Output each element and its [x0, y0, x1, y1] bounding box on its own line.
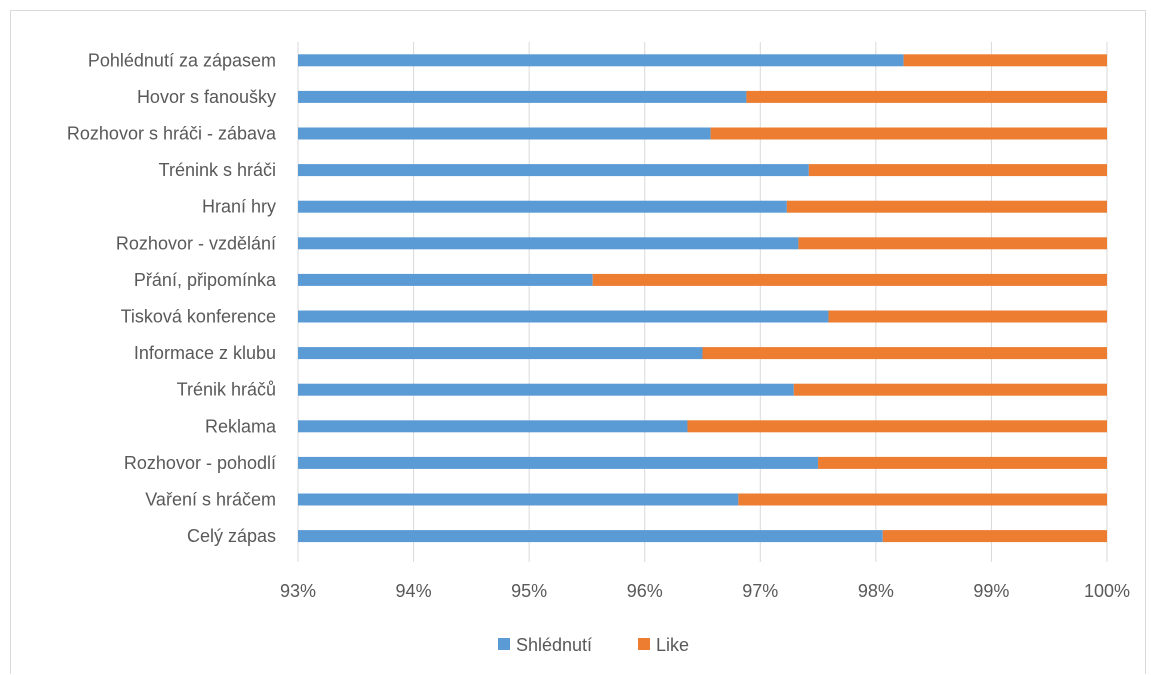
- category-label: Tisková konference: [121, 307, 276, 327]
- category-label: Hraní hry: [202, 197, 276, 217]
- x-tick-label: 100%: [1084, 581, 1130, 601]
- category-label: Přání, připomínka: [134, 270, 277, 290]
- category-label: Hovor s fanoušky: [137, 87, 276, 107]
- bar-shlednuti: [298, 164, 809, 177]
- category-labels: Pohlédnutí za zápasem Hovor s fanoušky Roz…: [67, 50, 277, 546]
- bar-shlednuti: [298, 420, 688, 433]
- bar-like: [592, 273, 1107, 286]
- x-tick-label: 93%: [280, 581, 316, 601]
- bar-like: [710, 127, 1107, 140]
- bar-shlednuti: [298, 54, 904, 67]
- x-tick-label: 96%: [627, 581, 663, 601]
- bar-like: [687, 420, 1107, 433]
- category-label: Rozhovor - pohodlí: [124, 453, 276, 473]
- gridlines: [297, 42, 1108, 562]
- bar-shlednuti: [298, 237, 799, 250]
- category-label: Trénik hráčů: [177, 380, 276, 400]
- bar-shlednuti: [298, 310, 829, 323]
- category-label: Informace z klubu: [134, 343, 276, 363]
- bar-like: [738, 493, 1107, 506]
- bar-shlednuti: [298, 383, 794, 396]
- category-label: Pohlédnutí za zápasem: [88, 50, 276, 70]
- bars: [298, 54, 1107, 543]
- legend-swatch-shledn: [498, 638, 510, 650]
- bar-like: [808, 164, 1107, 177]
- category-label: Trénink s hráči: [159, 160, 276, 180]
- category-label: Rozhovor s hráči - zábava: [67, 124, 277, 144]
- bar-like: [818, 456, 1107, 469]
- bar-shlednuti: [298, 90, 747, 103]
- bar-shlednuti: [298, 530, 883, 543]
- category-label: Rozhovor - vzdělání: [116, 233, 276, 253]
- bar-shlednuti: [298, 200, 787, 213]
- legend: Shlédnutí Like: [498, 635, 689, 655]
- bar-shlednuti: [298, 493, 739, 506]
- x-tick-label: 98%: [858, 581, 894, 601]
- chart-frame: [10, 10, 1146, 674]
- x-tick-label: 97%: [742, 581, 778, 601]
- bar-like: [798, 237, 1107, 250]
- bar-shlednuti: [298, 347, 703, 360]
- bar-shlednuti: [298, 456, 819, 469]
- category-label: Celý zápas: [187, 526, 276, 546]
- x-tick-label: 95%: [511, 581, 547, 601]
- bar-like: [828, 310, 1107, 323]
- x-tick-label: 99%: [973, 581, 1009, 601]
- bar-like: [786, 200, 1107, 213]
- bar-like: [903, 54, 1107, 67]
- bar-like: [882, 530, 1107, 543]
- bar-shlednuti: [298, 273, 593, 286]
- legend-swatch-like: [638, 638, 650, 650]
- category-label: Vaření s hráčem: [145, 490, 276, 510]
- bar-like: [793, 383, 1107, 396]
- bar-shlednuti: [298, 127, 711, 140]
- legend-label-like: Like: [656, 635, 689, 655]
- x-axis-ticks: 93% 94% 95% 96% 97% 98% 99% 100%: [280, 581, 1130, 601]
- bar-like: [702, 347, 1107, 360]
- bar-like: [746, 90, 1107, 103]
- x-tick-label: 94%: [396, 581, 432, 601]
- category-label: Reklama: [205, 416, 277, 436]
- legend-label-shledn: Shlédnutí: [516, 635, 592, 655]
